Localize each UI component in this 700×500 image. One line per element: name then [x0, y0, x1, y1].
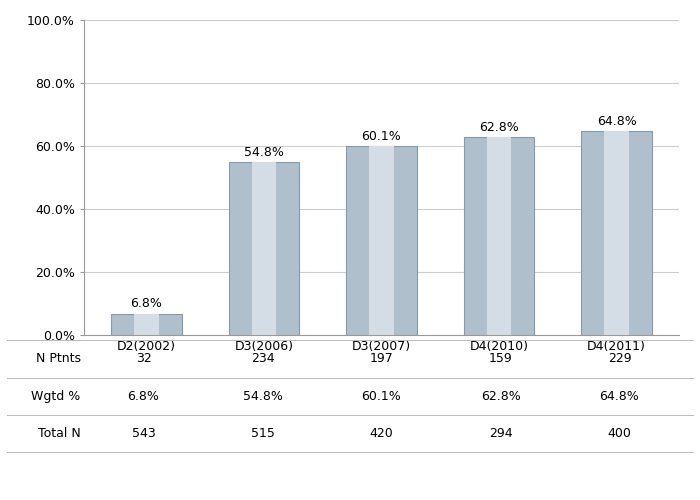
Text: 62.8%: 62.8% [481, 390, 520, 402]
Bar [251, 162, 276, 335]
Text: 234: 234 [251, 352, 274, 365]
Bar [346, 146, 416, 335]
Text: 543: 543 [132, 427, 155, 440]
Text: 6.8%: 6.8% [127, 390, 160, 402]
Text: 54.8%: 54.8% [244, 146, 284, 159]
Text: 229: 229 [608, 352, 631, 365]
Text: N Ptnts: N Ptnts [36, 352, 80, 365]
Bar [134, 314, 159, 335]
Text: 420: 420 [370, 427, 393, 440]
Text: 60.1%: 60.1% [362, 130, 401, 142]
Text: Total N: Total N [38, 427, 80, 440]
Text: 32: 32 [136, 352, 151, 365]
Bar [369, 146, 394, 335]
Text: Wgtd %: Wgtd % [32, 390, 80, 402]
Text: 515: 515 [251, 427, 274, 440]
Text: 159: 159 [489, 352, 512, 365]
Text: 64.8%: 64.8% [600, 390, 639, 402]
Bar [486, 137, 512, 335]
Text: 60.1%: 60.1% [362, 390, 401, 402]
Text: 64.8%: 64.8% [597, 114, 636, 128]
Text: 6.8%: 6.8% [130, 298, 162, 310]
Bar [464, 137, 534, 335]
Text: 400: 400 [608, 427, 631, 440]
Text: 62.8%: 62.8% [480, 121, 519, 134]
Bar [582, 131, 652, 335]
Text: 197: 197 [370, 352, 393, 365]
Text: 54.8%: 54.8% [243, 390, 282, 402]
Text: 294: 294 [489, 427, 512, 440]
Bar [111, 314, 181, 335]
Bar [604, 131, 629, 335]
Bar [229, 162, 299, 335]
